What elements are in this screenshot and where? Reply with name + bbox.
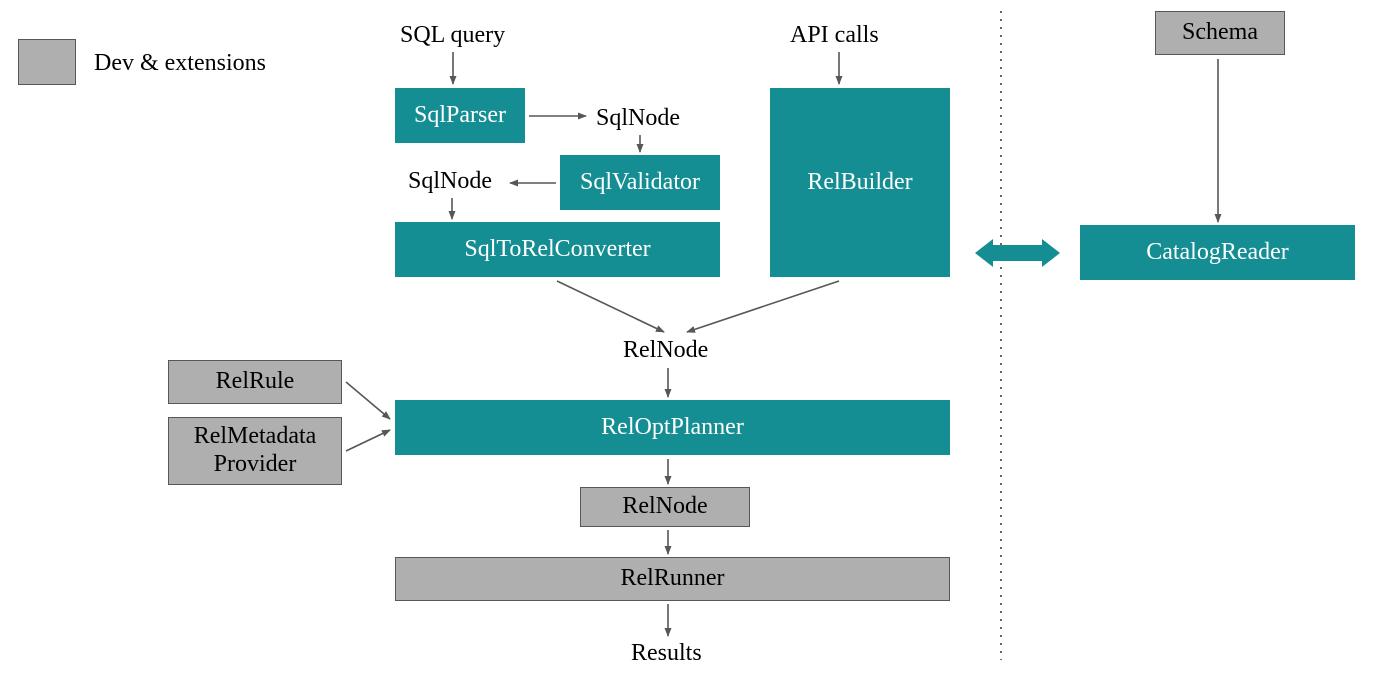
node-sqlparser-label: SqlParser [414,102,506,130]
legend-label: Dev & extensions [94,50,266,77]
node-reloptplanner-label: RelOptPlanner [601,414,744,442]
edge-7 [687,281,839,332]
edge-6 [557,281,664,332]
label-results: Results [631,640,702,667]
node-relnode2-label: RelNode [622,493,707,521]
label-sqlnode1: SqlNode [596,105,680,132]
node-relrule-label: RelRule [216,368,295,396]
label-sqlquery: SQL query [400,22,505,49]
node-relnode2: RelNode [580,487,750,527]
node-schema-label: Schema [1182,19,1258,47]
node-reloptplanner: RelOptPlanner [395,400,950,455]
node-relbuilder-label: RelBuilder [807,169,912,197]
node-schema: Schema [1155,11,1285,55]
node-relmeta: RelMetadata Provider [168,417,342,485]
label-apicalls: API calls [790,22,879,49]
node-sqltorel: SqlToRelConverter [395,222,720,277]
node-relbuilder: RelBuilder [770,88,950,277]
legend-swatch [18,39,76,85]
node-sqlparser: SqlParser [395,88,525,143]
edge-double-15 [975,239,1060,267]
node-catalogreader: CatalogReader [1080,225,1355,280]
label-relnode1: RelNode [623,337,708,364]
edge-13 [346,430,390,451]
label-sqlnode2: SqlNode [408,168,492,195]
node-relrule: RelRule [168,360,342,404]
edge-12 [346,382,390,419]
node-sqlvalidator-label: SqlValidator [580,169,700,197]
node-catalogreader-label: CatalogReader [1146,239,1289,267]
node-relrunner-label: RelRunner [621,565,725,593]
node-relmeta-label: RelMetadata Provider [194,423,317,478]
node-sqltorel-label: SqlToRelConverter [464,236,650,264]
node-relrunner: RelRunner [395,557,950,601]
diagram-stage: SqlParser SqlValidator SqlToRelConverter Re… [0,0,1394,684]
node-sqlvalidator: SqlValidator [560,155,720,210]
